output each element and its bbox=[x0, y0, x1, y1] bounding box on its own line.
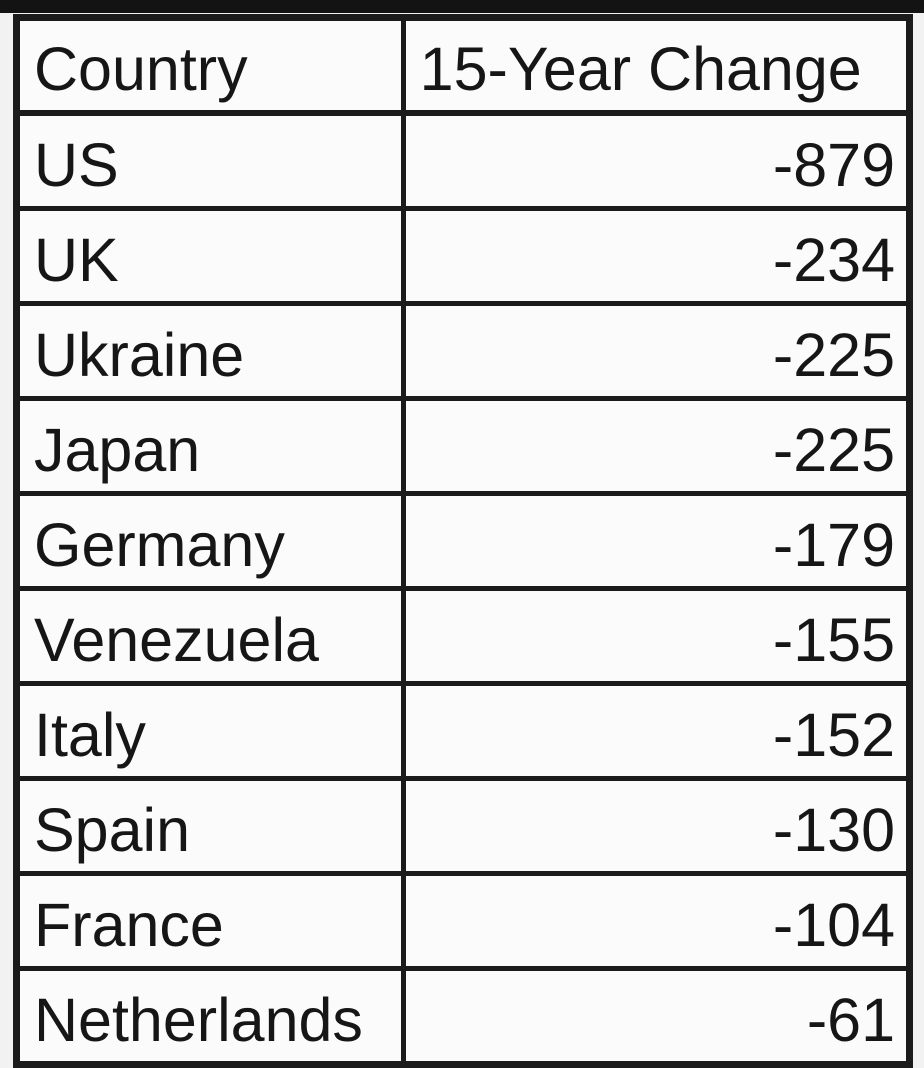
country-change-table: Country 15-Year Change US -879 UK -234 U… bbox=[13, 14, 913, 1068]
table-row: Germany -179 bbox=[14, 491, 913, 591]
change-cell: -225 bbox=[400, 396, 913, 496]
country-cell: Netherlands bbox=[14, 966, 406, 1067]
table-row: UK -234 bbox=[14, 206, 913, 306]
table-row: France -104 bbox=[14, 871, 913, 971]
change-cell: -155 bbox=[400, 586, 913, 686]
change-cell: -225 bbox=[400, 301, 913, 401]
change-cell: -104 bbox=[400, 871, 913, 971]
change-cell: -879 bbox=[400, 110, 913, 211]
top-bar bbox=[0, 0, 924, 13]
table-row: Ukraine -225 bbox=[14, 301, 913, 401]
column-header-country: Country bbox=[14, 15, 406, 116]
table-row: Netherlands -61 bbox=[14, 966, 913, 1067]
country-cell: UK bbox=[14, 206, 406, 306]
table-row: Japan -225 bbox=[14, 396, 913, 496]
country-cell: Ukraine bbox=[14, 301, 406, 401]
table-row: Italy -152 bbox=[14, 681, 913, 781]
change-cell: -152 bbox=[400, 681, 913, 781]
country-cell: France bbox=[14, 871, 406, 971]
country-cell: Japan bbox=[14, 396, 406, 496]
table-row: Venezuela -155 bbox=[14, 586, 913, 686]
country-cell: Germany bbox=[14, 491, 406, 591]
change-cell: -179 bbox=[400, 491, 913, 591]
header-row: Country 15-Year Change bbox=[14, 15, 913, 116]
change-cell: -234 bbox=[400, 206, 913, 306]
change-cell: -61 bbox=[400, 966, 913, 1067]
country-cell: Italy bbox=[14, 681, 406, 781]
data-table: Country 15-Year Change US -879 UK -234 U… bbox=[13, 14, 913, 1068]
column-header-15-year-change: 15-Year Change bbox=[400, 15, 913, 116]
table-row: US -879 bbox=[14, 110, 913, 211]
change-cell: -130 bbox=[400, 776, 913, 876]
country-cell: Venezuela bbox=[14, 586, 406, 686]
country-cell: Spain bbox=[14, 776, 406, 876]
table-row: Spain -130 bbox=[14, 776, 913, 876]
country-cell: US bbox=[14, 110, 406, 211]
